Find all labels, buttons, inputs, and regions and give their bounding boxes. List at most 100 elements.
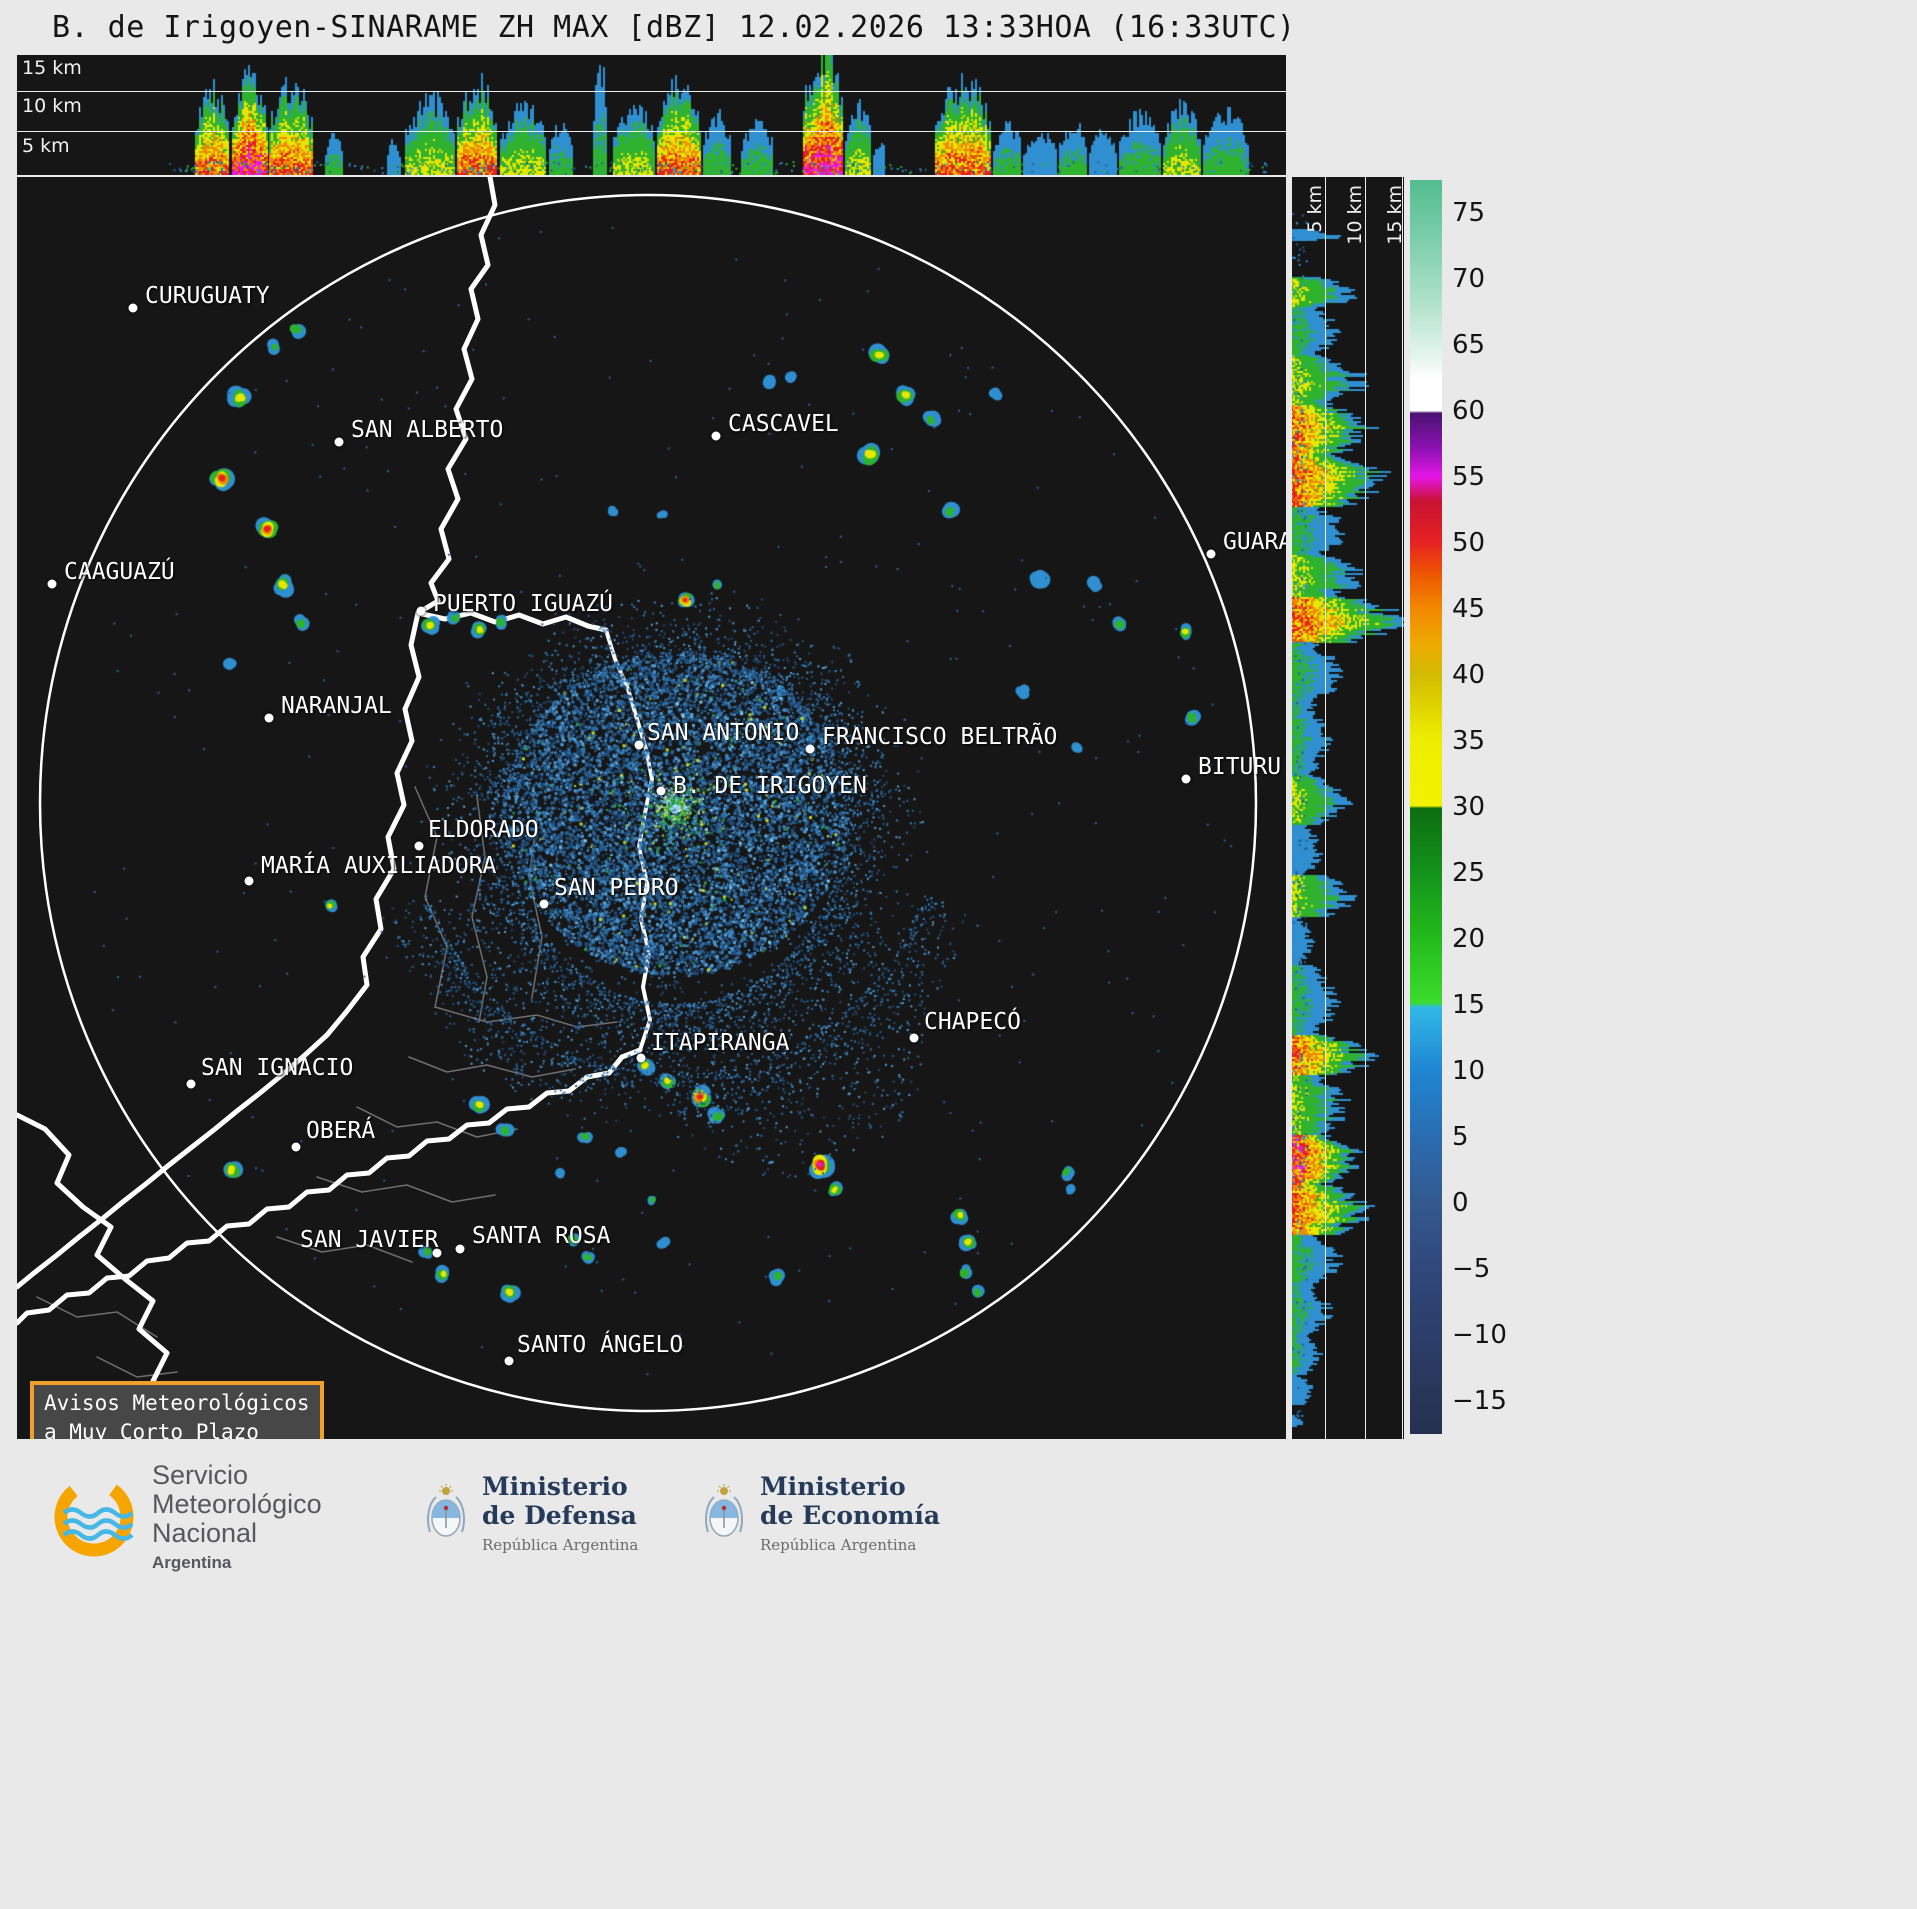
colorbar-tick-75: 75 xyxy=(1452,198,1486,228)
altitude-line-10km xyxy=(17,91,1286,92)
defensa-wordmark: Ministerio de Defensa República Argentin… xyxy=(482,1472,639,1554)
warning-box: Avisos Meteorológicos a Muy Corto Plazo xyxy=(30,1381,324,1439)
city-label-mari-a-auxiliadora: MARÍA AUXILIADORA xyxy=(261,853,497,879)
smn-country: Argentina xyxy=(152,1552,232,1572)
city-label-san-antonio: SAN ANTONIO xyxy=(647,720,800,746)
ministry-name-line: de Defensa xyxy=(482,1500,637,1530)
city-dot-san-ignacio xyxy=(186,1079,196,1089)
city-label-san-javier: SAN JAVIER xyxy=(300,1227,439,1253)
city-dot-curuguaty xyxy=(128,303,138,313)
city-label-caaguazu: CAAGUAZÚ xyxy=(64,559,175,585)
smn-name-line: Meteorológico xyxy=(152,1488,322,1519)
city-dot-santo-a-ngelo xyxy=(504,1356,514,1366)
city-label-naranjal: NARANJAL xyxy=(281,693,392,719)
dbz-colorbar xyxy=(1410,180,1442,1434)
ministry-name-line: Ministerio xyxy=(482,1472,628,1501)
altitude-label: 5 km xyxy=(22,135,70,157)
ministry-name-line: Ministerio xyxy=(760,1472,906,1501)
footer: Servicio Meteorológico Nacional Argentin… xyxy=(0,1439,1917,1909)
city-label-san-alberto: SAN ALBERTO xyxy=(351,417,504,443)
altitude-label: 5 km xyxy=(1304,185,1326,233)
city-dot-san-pedro xyxy=(539,899,549,909)
city-dot-chapeco xyxy=(909,1033,919,1043)
smn-name-line: Nacional xyxy=(152,1517,258,1548)
smn-logo-block: Servicio Meteorológico Nacional Argentin… xyxy=(48,1461,322,1573)
city-dot-francisco-beltra-o xyxy=(805,744,815,754)
ministry-subtitle: República Argentina xyxy=(760,1535,917,1554)
colorbar-tick-65: 65 xyxy=(1452,330,1486,360)
defensa-logo-block: Ministerio de Defensa República Argentin… xyxy=(424,1472,639,1554)
city-dot-mari-a-auxiliadora xyxy=(244,876,254,886)
colorbar-tick-30: 30 xyxy=(1452,792,1486,822)
city-label-curuguaty: CURUGUATY xyxy=(145,283,270,309)
colorbar-tick--10: −10 xyxy=(1452,1320,1507,1350)
city-label-santo-a-ngelo: SANTO ÁNGELO xyxy=(517,1332,684,1358)
altitude-line-5km-v xyxy=(1325,177,1326,1439)
colorbar-tick-25: 25 xyxy=(1452,858,1486,888)
city-dot-puerto-iguazu xyxy=(416,606,426,616)
city-dot-cascavel xyxy=(711,431,721,441)
city-label-puerto-iguazu: PUERTO IGUAZÚ xyxy=(433,591,614,617)
right-cross-section-canvas xyxy=(1292,177,1404,1439)
city-label-itapiranga: ITAPIRANGA xyxy=(651,1030,790,1056)
coat-of-arms-icon xyxy=(705,1484,743,1537)
ministry-name-line: de Economía xyxy=(760,1500,941,1530)
city-label-cascavel: CASCAVEL xyxy=(728,411,839,437)
smn-logo-icon xyxy=(54,1477,134,1557)
warning-line-2: a Muy Corto Plazo xyxy=(44,1420,259,1439)
city-dot-san-alberto xyxy=(334,437,344,447)
colorbar-tick-70: 70 xyxy=(1452,264,1486,294)
city-label-san-ignacio: SAN IGNACIO xyxy=(201,1055,354,1081)
city-label-san-pedro: SAN PEDRO xyxy=(554,875,679,901)
city-label-bituru: BITURU xyxy=(1198,754,1282,780)
colorbar-tick--15: −15 xyxy=(1452,1386,1507,1416)
altitude-label: 15 km xyxy=(1384,185,1404,245)
ministry-subtitle: República Argentina xyxy=(482,1535,639,1554)
colorbar-tick-5: 5 xyxy=(1452,1122,1469,1152)
top-cross-section-panel: 15 km 10 km 5 km xyxy=(17,55,1286,175)
altitude-line-15km-v xyxy=(1402,177,1403,1439)
colorbar-tick--5: −5 xyxy=(1452,1254,1491,1284)
colorbar-tick-60: 60 xyxy=(1452,396,1486,426)
city-label-eldorado: ELDORADO xyxy=(428,817,539,843)
city-label-francisco-beltra-o: FRANCISCO BELTRÃO xyxy=(822,724,1058,750)
colorbar-tick-0: 0 xyxy=(1452,1188,1469,1218)
colorbar-tick-15: 15 xyxy=(1452,990,1486,1020)
city-label-guara: GUARA xyxy=(1223,529,1286,555)
main-radar-map: CURUGUATY SAN ALBERTO CASCAVEL CAAGUAZÚ PUER… xyxy=(17,177,1286,1439)
smn-wordmark: Servicio Meteorológico Nacional Argentin… xyxy=(152,1461,322,1573)
altitude-line-10km-v xyxy=(1365,177,1366,1439)
city-dot-santa-rosa xyxy=(455,1244,465,1254)
colorbar-tick-55: 55 xyxy=(1452,462,1486,492)
radar-echo-canvas xyxy=(17,177,1286,1439)
city-dot-obera xyxy=(291,1142,301,1152)
top-cross-section-canvas xyxy=(17,55,1286,175)
coat-of-arms-icon xyxy=(427,1484,465,1537)
city-label-chapeco: CHAPECÓ xyxy=(924,1009,1021,1035)
altitude-line-5km xyxy=(17,131,1286,132)
city-dot-bituru xyxy=(1181,774,1191,784)
altitude-label: 15 km xyxy=(22,57,82,79)
colorbar-tick-10: 10 xyxy=(1452,1056,1486,1086)
city-label-santa-rosa: SANTA ROSA xyxy=(472,1223,611,1249)
city-dot-guara xyxy=(1206,549,1216,559)
colorbar-tick-35: 35 xyxy=(1452,726,1486,756)
page-title: B. de Irigoyen-SINARAME ZH MAX [dBZ] 12.… xyxy=(52,10,1296,45)
smn-name-line: Servicio xyxy=(152,1460,249,1490)
altitude-label: 10 km xyxy=(22,95,82,117)
colorbar-tick-40: 40 xyxy=(1452,660,1486,690)
city-label-obera: OBERÁ xyxy=(306,1118,376,1144)
colorbar-tick-20: 20 xyxy=(1452,924,1486,954)
city-dot-caaguazu xyxy=(47,579,57,589)
warning-line-1: Avisos Meteorológicos xyxy=(44,1391,310,1415)
city-dot-naranjal xyxy=(264,713,274,723)
city-dot-itapiranga xyxy=(636,1053,646,1063)
economia-wordmark: Ministerio de Economía República Argenti… xyxy=(760,1472,941,1554)
economia-logo-block: Ministerio de Economía República Argenti… xyxy=(702,1472,941,1554)
city-dot-san-antonio xyxy=(634,740,644,750)
city-dot-b-de-irigoyen xyxy=(656,786,666,796)
altitude-label: 10 km xyxy=(1344,185,1366,245)
colorbar-tick-50: 50 xyxy=(1452,528,1486,558)
city-label-b-de-irigoyen: B. DE IRIGOYEN xyxy=(673,773,867,799)
